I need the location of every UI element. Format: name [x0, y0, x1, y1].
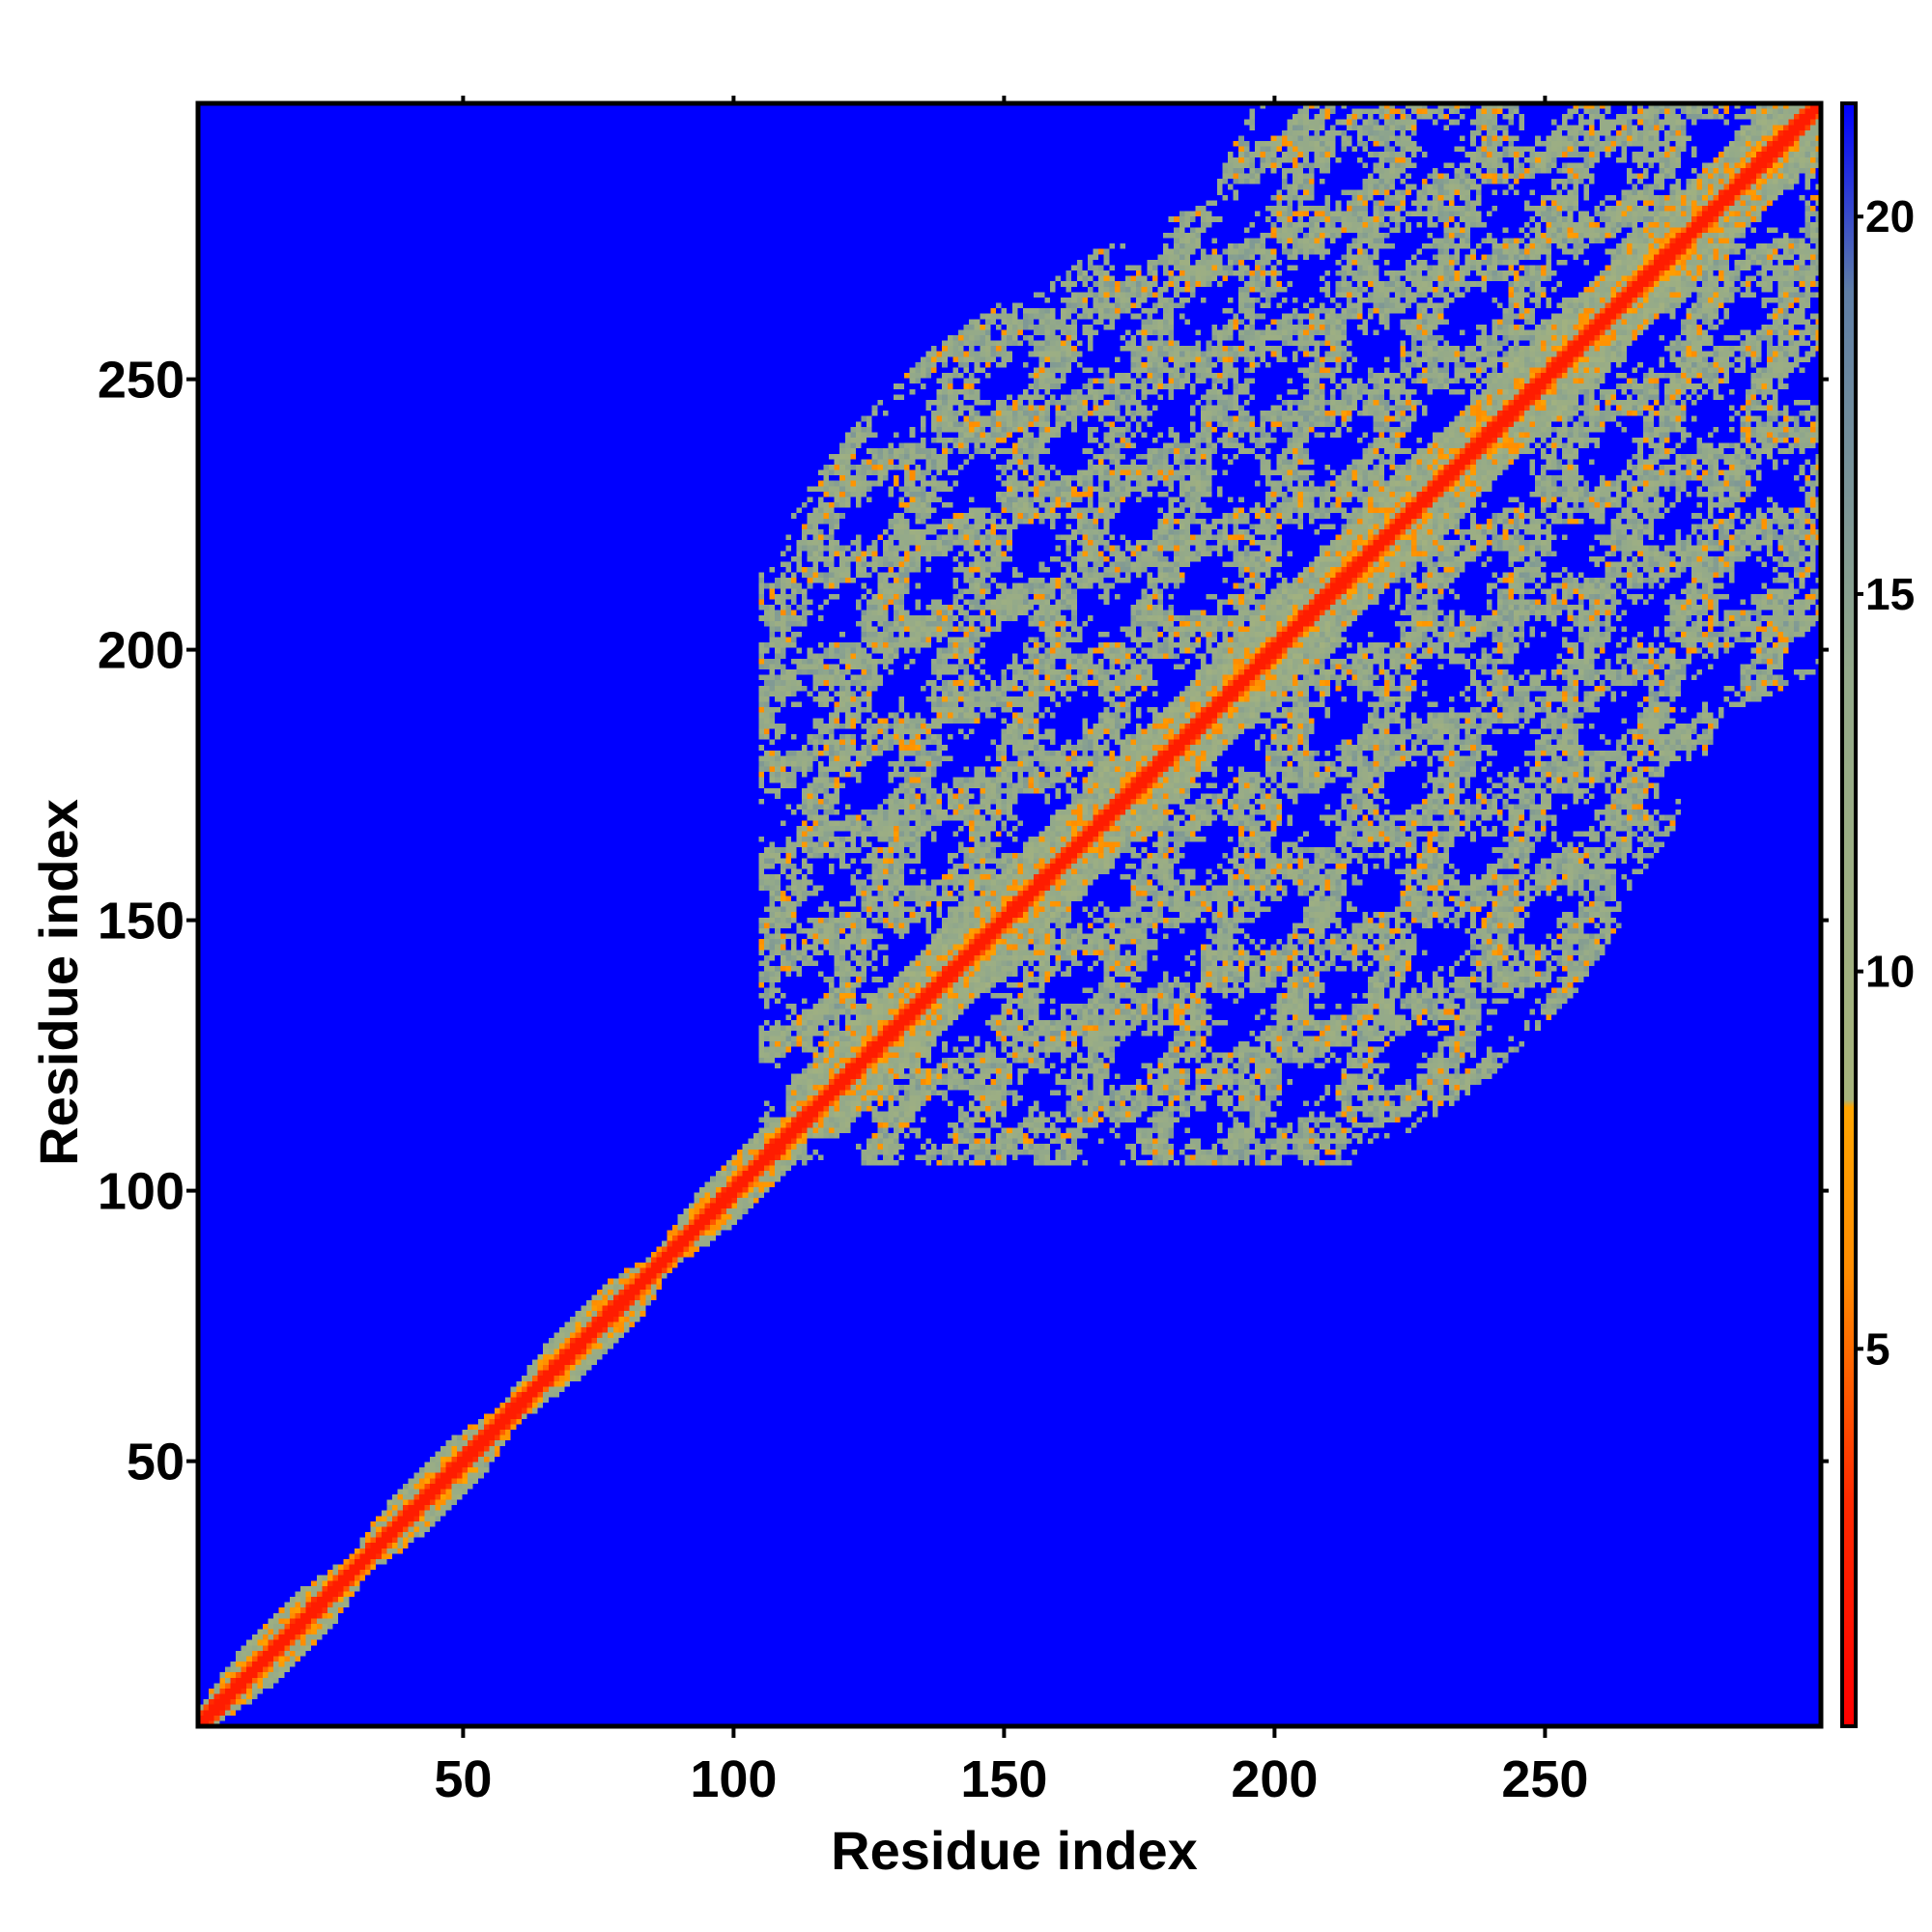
x-tick-label: 150	[960, 1750, 1047, 1808]
y-tick-label: 50	[127, 1434, 185, 1492]
y-tick-label: 250	[98, 352, 185, 410]
y-axis-label: Residue index	[28, 799, 89, 1166]
y-tick-label: 200	[98, 622, 185, 680]
x-tick-label: 250	[1501, 1750, 1588, 1808]
y-tick-label: 150	[98, 893, 185, 951]
plot-frame	[195, 100, 1824, 1729]
x-tick-label: 50	[434, 1750, 492, 1808]
heatmap	[198, 103, 1821, 1726]
x-axis-label: Residue index	[831, 1820, 1198, 1881]
colorbar-gradient	[1840, 101, 1858, 1728]
y-tick-label: 100	[98, 1163, 185, 1221]
y-axis: 50 100 150 200 250	[98, 352, 1829, 1492]
x-tick-label: 100	[690, 1750, 777, 1808]
colorbar-tick-label: 15	[1865, 569, 1915, 619]
x-tick-label: 200	[1231, 1750, 1318, 1808]
colorbar-tick-label: 10	[1865, 947, 1915, 997]
heatmap-cells	[198, 103, 1821, 1726]
colorbar-tick-label: 5	[1865, 1323, 1890, 1374]
colorbar-tick-label: 20	[1865, 191, 1915, 242]
colorbar: 5 10 15 20	[1840, 101, 1915, 1728]
x-axis: 50 100 150 200 250	[434, 96, 1588, 1808]
